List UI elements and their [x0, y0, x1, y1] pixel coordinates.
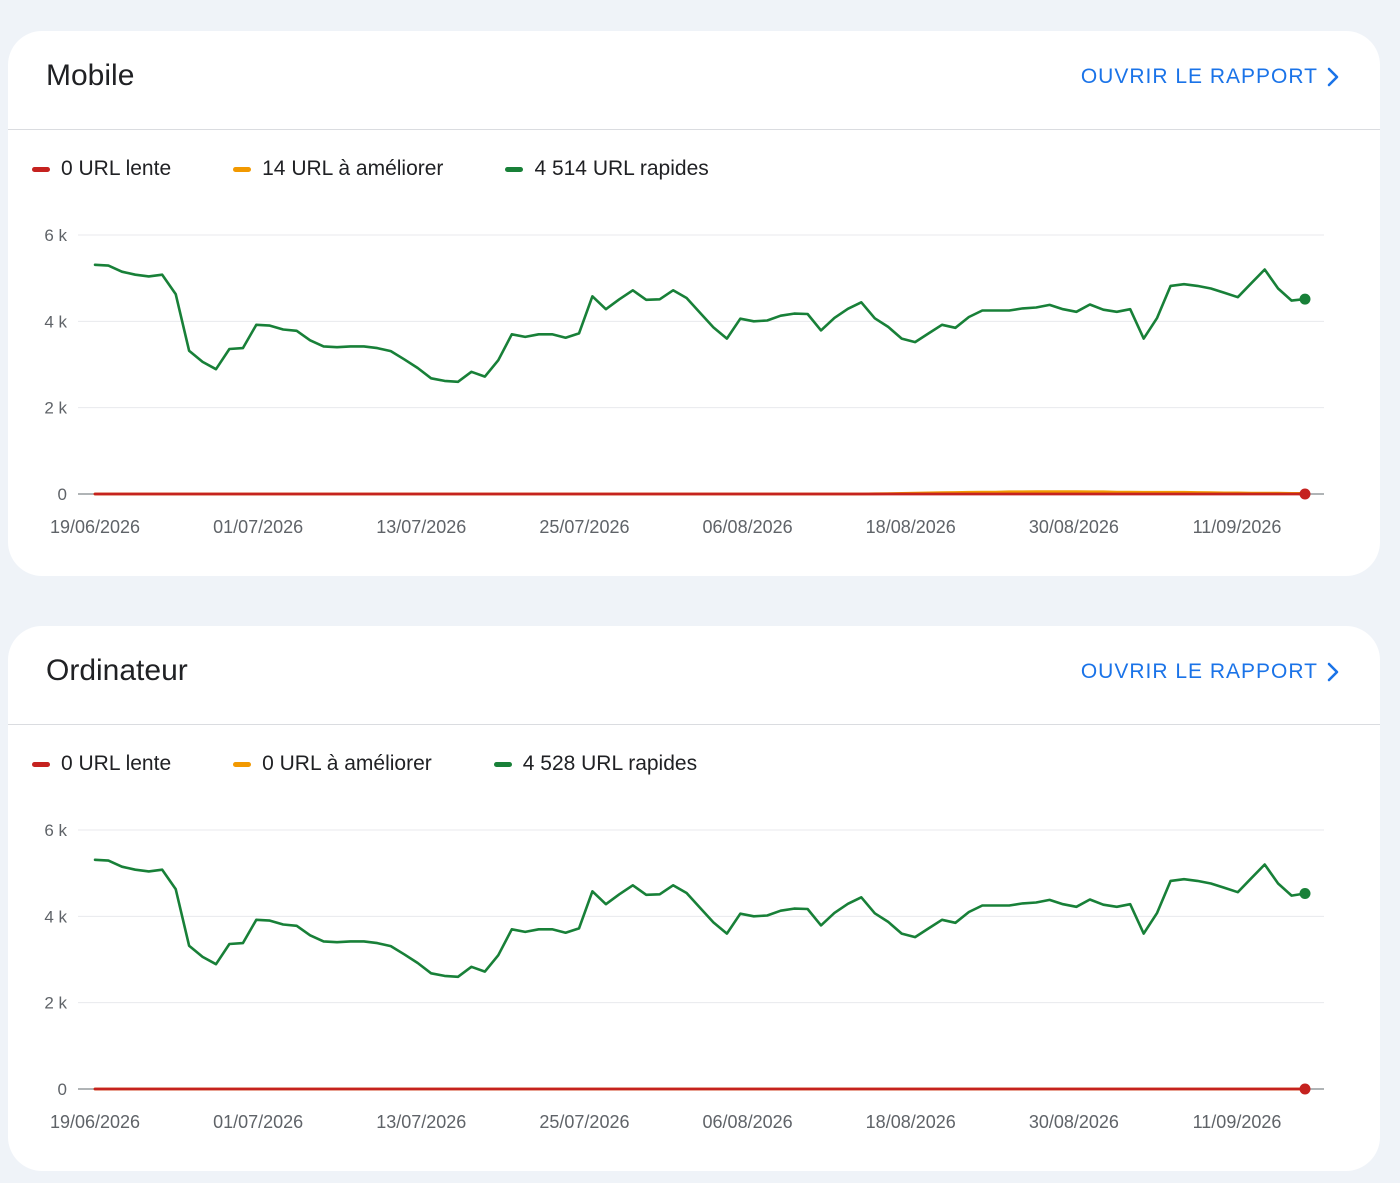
legend-swatch-improve — [233, 761, 252, 767]
x-tick-label: 25/07/2026 — [539, 1112, 629, 1132]
x-tick-label: 19/06/2026 — [50, 517, 140, 537]
legend-swatch-slow — [32, 761, 50, 767]
x-tick-label: 11/09/2026 — [1193, 517, 1282, 537]
open-report-label: OUVRIR LE RAPPORT — [1080, 660, 1318, 683]
y-tick-label: 4 k — [44, 907, 67, 926]
series-end-point-slow — [1299, 488, 1311, 500]
mobile-card: 0 2 k 4 k 6 k 19/06/2026 01/07/2026 13/07/2026… — [8, 31, 1380, 576]
x-tick-label: 01/07/2026 — [213, 517, 303, 537]
x-tick-label: 11/09/2026 — [1193, 1112, 1282, 1132]
card-title: Mobile — [46, 59, 135, 92]
y-tick-label: 0 — [58, 485, 67, 504]
series-end-point-fast — [1299, 888, 1311, 900]
y-tick-label: 6 k — [44, 821, 67, 840]
chevron-right-icon — [1327, 67, 1339, 87]
legend: 0 URL lente 0 URL à améliorer 4 528 URL … — [32, 749, 759, 779]
legend-item-slow[interactable]: 0 URL lente — [32, 157, 171, 181]
series-end-point-fast — [1299, 293, 1311, 305]
series-line-fast — [93, 263, 1307, 384]
desktop-card: 0 2 k 4 k 6 k 19/06/2026 01/07/2026 13/07/2026… — [8, 626, 1380, 1171]
legend-swatch-improve — [233, 166, 252, 172]
series-end-point-slow — [1299, 1083, 1311, 1095]
x-tick-label: 06/08/2026 — [703, 1112, 793, 1132]
legend-label: 14 URL à améliorer — [262, 157, 444, 180]
x-tick-label: 25/07/2026 — [539, 517, 629, 537]
legend: 0 URL lente 14 URL à améliorer 4 514 URL… — [32, 154, 771, 184]
legend-item-improve[interactable]: 14 URL à améliorer — [233, 157, 443, 181]
legend-swatch-slow — [32, 166, 50, 172]
divider — [8, 129, 1380, 130]
legend-label: 4 528 URL rapides — [522, 752, 698, 775]
x-tick-label: 30/08/2026 — [1029, 517, 1119, 537]
legend-item-fast[interactable]: 4 528 URL rapides — [493, 752, 698, 776]
legend-item-slow[interactable]: 0 URL lente — [32, 752, 171, 776]
x-tick-label: 06/08/2026 — [703, 517, 793, 537]
x-tick-label: 18/08/2026 — [866, 517, 956, 537]
legend-item-improve[interactable]: 0 URL à améliorer — [233, 752, 432, 776]
card-title: Ordinateur — [46, 654, 188, 687]
x-tick-label: 19/06/2026 — [50, 1112, 140, 1132]
legend-swatch-fast — [505, 166, 524, 172]
x-tick-label: 01/07/2026 — [213, 1112, 303, 1132]
y-tick-label: 0 — [58, 1080, 67, 1099]
legend-swatch-fast — [493, 761, 512, 767]
legend-label: 0 URL lente — [61, 752, 172, 775]
mobile-chart: 0 2 k 4 k 6 k 19/06/2026 01/07/2026 13/07/2026… — [44, 226, 1324, 537]
legend-label: 0 URL à améliorer — [262, 752, 432, 775]
legend-item-fast[interactable]: 4 514 URL rapides — [505, 157, 709, 181]
x-tick-label: 18/08/2026 — [866, 1112, 956, 1132]
legend-label: 0 URL lente — [61, 157, 172, 180]
y-tick-label: 2 k — [44, 994, 67, 1013]
desktop-chart: 0 2 k 4 k 6 k 19/06/2026 01/07/2026 13/07/2026… — [44, 821, 1324, 1132]
open-report-link[interactable]: OUVRIR LE RAPPORT — [1081, 65, 1340, 89]
y-tick-label: 2 k — [44, 399, 67, 418]
x-tick-label: 13/07/2026 — [376, 1112, 466, 1132]
y-tick-label: 6 k — [44, 226, 67, 245]
legend-label: 4 514 URL rapides — [534, 157, 709, 180]
divider — [8, 724, 1380, 725]
x-tick-label: 13/07/2026 — [376, 517, 466, 537]
open-report-link[interactable]: OUVRIR LE RAPPORT — [1081, 660, 1340, 684]
y-tick-label: 4 k — [44, 312, 67, 331]
series-line-fast — [93, 858, 1307, 979]
chevron-right-icon — [1327, 662, 1339, 682]
x-tick-label: 30/08/2026 — [1029, 1112, 1119, 1132]
open-report-label: OUVRIR LE RAPPORT — [1080, 65, 1318, 88]
